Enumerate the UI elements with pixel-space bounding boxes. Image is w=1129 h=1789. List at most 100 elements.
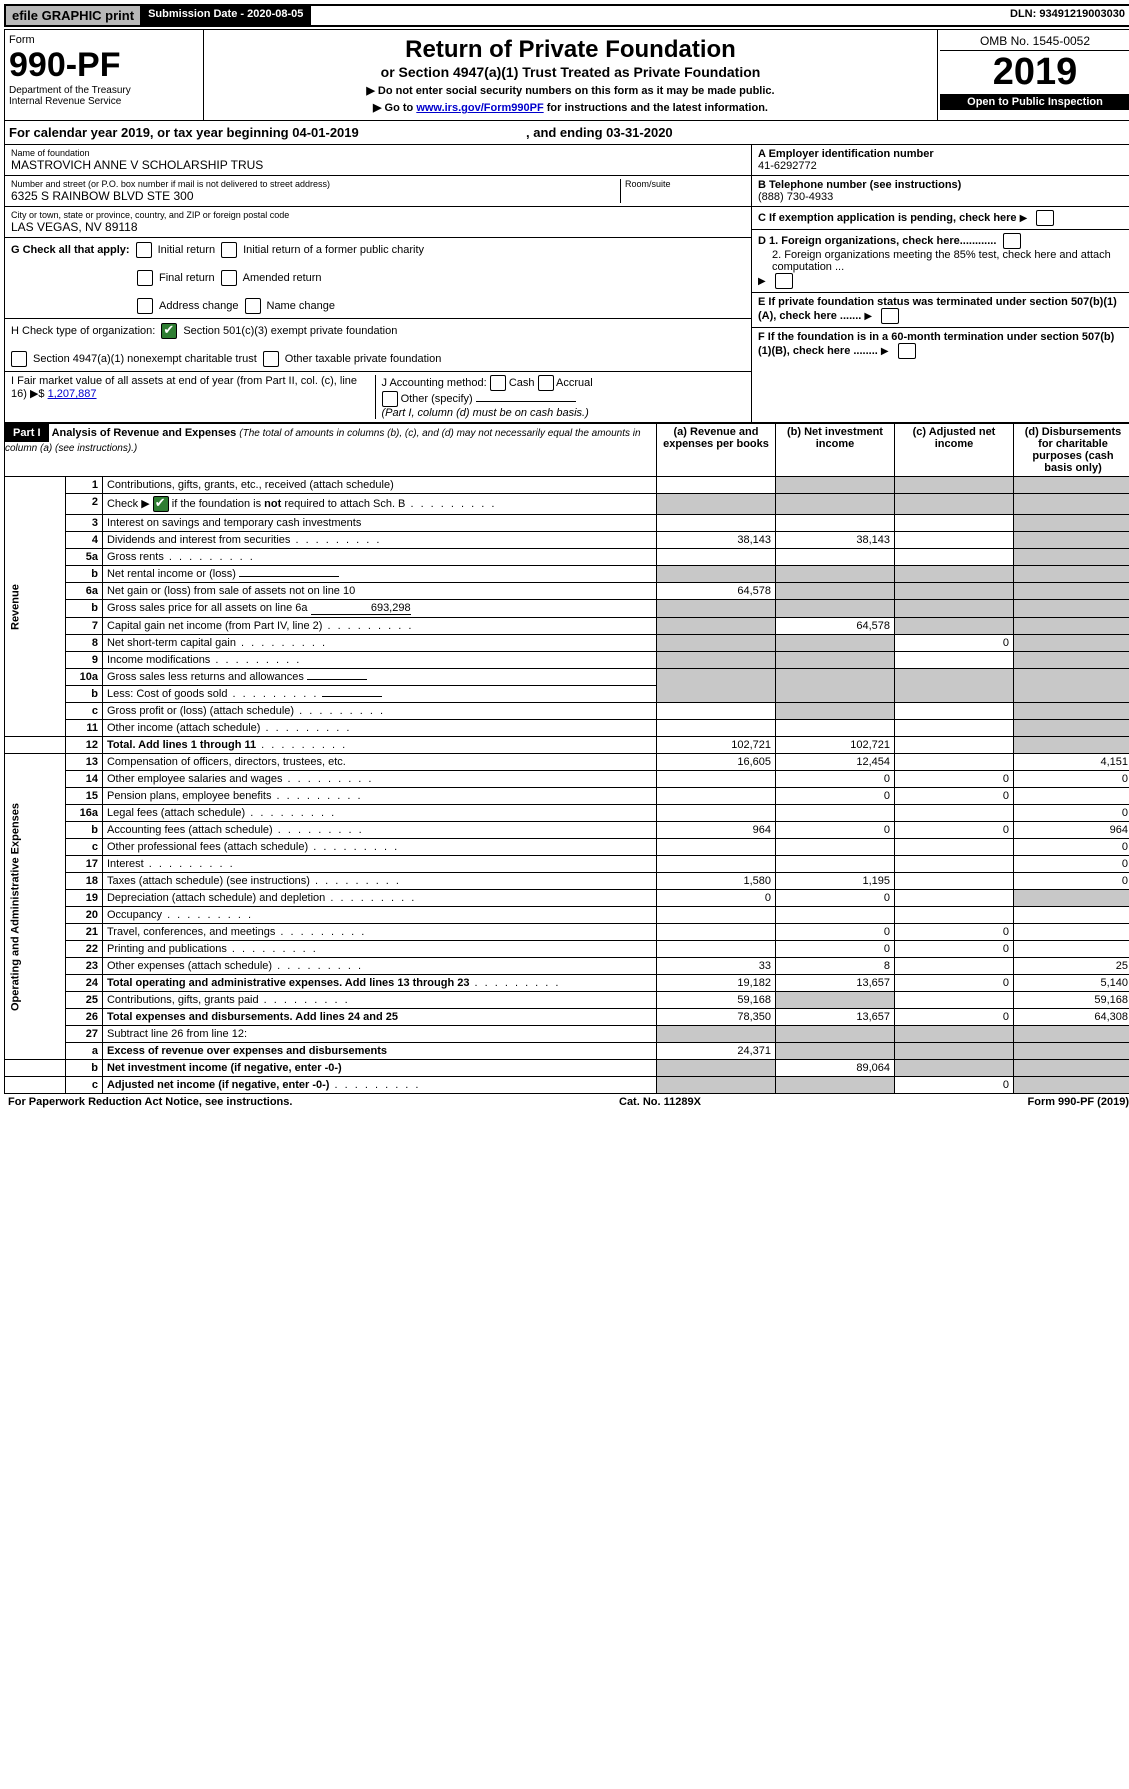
other-method-checkbox[interactable] bbox=[382, 391, 398, 407]
e-label: E If private foundation status was termi… bbox=[758, 296, 1117, 322]
page-footer: For Paperwork Reduction Act Notice, see … bbox=[4, 1094, 1129, 1110]
table-row: cAdjusted net income (if negative, enter… bbox=[5, 1077, 1129, 1094]
address-change-checkbox[interactable] bbox=[137, 298, 153, 314]
opex-section-label: Operating and Administrative Expenses bbox=[5, 754, 66, 1060]
final-return-label: Final return bbox=[159, 272, 215, 284]
entity-info: Name of foundation MASTROVICH ANNE V SCH… bbox=[4, 145, 1129, 423]
table-row: 4Dividends and interest from securities3… bbox=[5, 532, 1129, 549]
g-label: G Check all that apply: bbox=[11, 244, 130, 256]
table-row: 26Total expenses and disbursements. Add … bbox=[5, 1009, 1129, 1026]
form-instruction-1: ▶ Do not enter social security numbers o… bbox=[210, 84, 931, 97]
name-change-checkbox[interactable] bbox=[245, 298, 261, 314]
table-row: 8Net short-term capital gain0 bbox=[5, 635, 1129, 652]
f-checkbox[interactable] bbox=[898, 343, 916, 359]
foundation-name: MASTROVICH ANNE V SCHOLARSHIP TRUS bbox=[11, 158, 745, 172]
ein-value: 41-6292772 bbox=[758, 160, 817, 172]
other-method-label: Other (specify) bbox=[401, 393, 473, 405]
table-row: 12Total. Add lines 1 through 11102,72110… bbox=[5, 737, 1129, 754]
4947-checkbox[interactable] bbox=[11, 351, 27, 367]
amended-return-label: Amended return bbox=[243, 272, 322, 284]
street-address: 6325 S RAINBOW BLVD STE 300 bbox=[11, 189, 620, 203]
cash-checkbox[interactable] bbox=[490, 375, 506, 391]
form-subtitle: or Section 4947(a)(1) Trust Treated as P… bbox=[210, 64, 931, 80]
table-row: 24Total operating and administrative exp… bbox=[5, 975, 1129, 992]
ein-label: A Employer identification number bbox=[758, 148, 934, 160]
efile-button[interactable]: efile GRAPHIC print bbox=[6, 6, 142, 25]
table-row: 6aNet gain or (loss) from sale of assets… bbox=[5, 583, 1129, 600]
501c3-checkbox[interactable] bbox=[161, 323, 177, 339]
table-row: bGross sales price for all assets on lin… bbox=[5, 600, 1129, 618]
address-change-label: Address change bbox=[159, 300, 239, 312]
table-row: 9Income modifications bbox=[5, 652, 1129, 669]
j-note: (Part I, column (d) must be on cash basi… bbox=[382, 407, 589, 419]
phone-value: (888) 730-4933 bbox=[758, 191, 833, 203]
submission-date: Submission Date - 2020-08-05 bbox=[142, 6, 311, 25]
city-label: City or town, state or province, country… bbox=[11, 210, 745, 220]
table-row: aExcess of revenue over expenses and dis… bbox=[5, 1043, 1129, 1060]
other-taxable-label: Other taxable private foundation bbox=[285, 353, 442, 365]
col-a-header: (a) Revenue and expenses per books bbox=[657, 424, 776, 477]
form-header: Form 990-PF Department of the Treasury I… bbox=[4, 29, 1129, 121]
f-label: F If the foundation is in a 60-month ter… bbox=[758, 331, 1114, 357]
table-row: 5aGross rents bbox=[5, 549, 1129, 566]
tax-year: 2019 bbox=[940, 51, 1129, 94]
c-label: C If exemption application is pending, c… bbox=[758, 212, 1017, 224]
e-checkbox[interactable] bbox=[881, 308, 899, 324]
name-label: Name of foundation bbox=[11, 148, 745, 158]
amended-return-checkbox[interactable] bbox=[221, 270, 237, 286]
initial-return-label: Initial return bbox=[158, 244, 215, 256]
form-name-footer: Form 990-PF (2019) bbox=[1028, 1096, 1129, 1108]
d2-label: 2. Foreign organizations meeting the 85%… bbox=[758, 249, 1126, 273]
form-title: Return of Private Foundation bbox=[210, 36, 931, 64]
col-c-header: (c) Adjusted net income bbox=[895, 424, 1014, 477]
d1-label: D 1. Foreign organizations, check here..… bbox=[758, 235, 996, 247]
dln: DLN: 93491219003030 bbox=[1004, 6, 1129, 25]
initial-former-label: Initial return of a former public charit… bbox=[243, 244, 424, 256]
table-row: 21Travel, conferences, and meetings00 bbox=[5, 924, 1129, 941]
table-row: cGross profit or (loss) (attach schedule… bbox=[5, 703, 1129, 720]
room-label: Room/suite bbox=[625, 179, 745, 189]
table-row: 10aGross sales less returns and allowanc… bbox=[5, 669, 1129, 686]
omb-number: OMB No. 1545-0052 bbox=[940, 32, 1129, 51]
form-instruction-2: ▶ Go to www.irs.gov/Form990PF for instru… bbox=[210, 101, 931, 114]
table-row: Revenue 1Contributions, gifts, grants, e… bbox=[5, 477, 1129, 494]
table-row: 22Printing and publications00 bbox=[5, 941, 1129, 958]
c-checkbox[interactable] bbox=[1036, 210, 1054, 226]
table-row: 2Check ▶ if the foundation is not requir… bbox=[5, 494, 1129, 515]
form-label: Form bbox=[9, 34, 199, 46]
d2-checkbox[interactable] bbox=[775, 273, 793, 289]
calendar-year-row: For calendar year 2019, or tax year begi… bbox=[4, 121, 1129, 145]
name-change-label: Name change bbox=[267, 300, 336, 312]
initial-return-checkbox[interactable] bbox=[136, 242, 152, 258]
h-label: H Check type of organization: bbox=[11, 325, 155, 337]
d1-checkbox[interactable] bbox=[1003, 233, 1021, 249]
table-row: 25Contributions, gifts, grants paid59,16… bbox=[5, 992, 1129, 1009]
table-row: bNet rental income or (loss) bbox=[5, 566, 1129, 583]
open-to-public: Open to Public Inspection bbox=[940, 94, 1129, 110]
sch-b-checkbox[interactable] bbox=[153, 496, 169, 512]
form-990pf-link[interactable]: www.irs.gov/Form990PF bbox=[416, 102, 543, 114]
table-row: 27Subtract line 26 from line 12: bbox=[5, 1026, 1129, 1043]
top-bar: efile GRAPHIC print Submission Date - 20… bbox=[4, 4, 1129, 27]
table-row: 3Interest on savings and temporary cash … bbox=[5, 515, 1129, 532]
irs-label: Internal Revenue Service bbox=[9, 96, 199, 107]
table-row: 15Pension plans, employee benefits00 bbox=[5, 788, 1129, 805]
col-b-header: (b) Net investment income bbox=[776, 424, 895, 477]
501c3-label: Section 501(c)(3) exempt private foundat… bbox=[183, 325, 397, 337]
accrual-label: Accrual bbox=[556, 377, 593, 389]
catalog-number: Cat. No. 11289X bbox=[619, 1096, 701, 1108]
accrual-checkbox[interactable] bbox=[538, 375, 554, 391]
initial-former-checkbox[interactable] bbox=[221, 242, 237, 258]
table-row: 16aLegal fees (attach schedule)0 bbox=[5, 805, 1129, 822]
final-return-checkbox[interactable] bbox=[137, 270, 153, 286]
dept-label: Department of the Treasury bbox=[9, 85, 199, 96]
phone-label: B Telephone number (see instructions) bbox=[758, 179, 961, 191]
table-row: 18Taxes (attach schedule) (see instructi… bbox=[5, 873, 1129, 890]
part1-label: Part I bbox=[5, 424, 49, 442]
table-row: Operating and Administrative Expenses 13… bbox=[5, 754, 1129, 771]
fmv-value[interactable]: 1,207,887 bbox=[48, 388, 97, 400]
other-taxable-checkbox[interactable] bbox=[263, 351, 279, 367]
table-row: 19Depreciation (attach schedule) and dep… bbox=[5, 890, 1129, 907]
address-label: Number and street (or P.O. box number if… bbox=[11, 179, 620, 189]
table-row: bNet investment income (if negative, ent… bbox=[5, 1060, 1129, 1077]
